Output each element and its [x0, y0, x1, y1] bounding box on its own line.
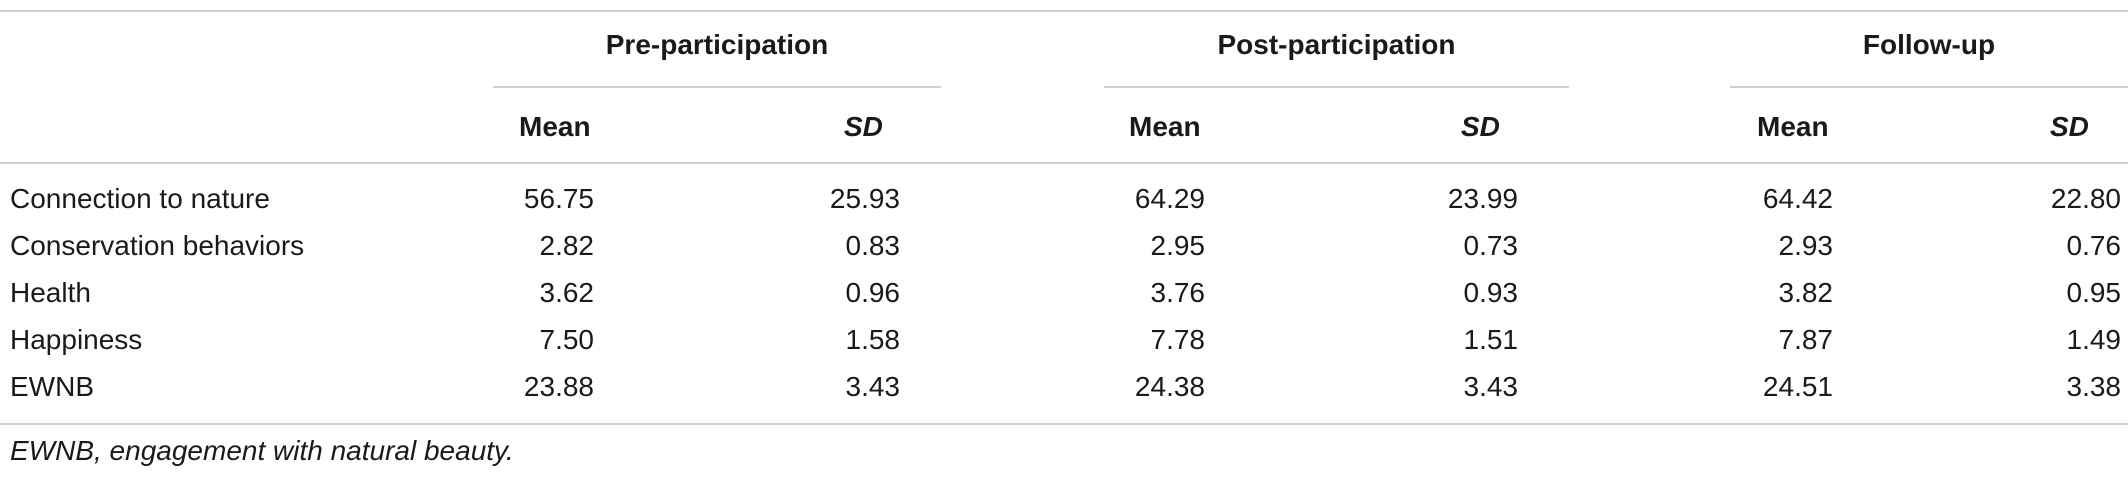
cell-post-sd: 0.73 — [1463, 230, 1519, 261]
cell-pre-sd: 25.93 — [829, 183, 900, 214]
subheader-mean-pre: Mean — [519, 111, 591, 142]
cell-followup-sd: 22.80 — [2050, 183, 2121, 214]
cell-post-sd: 3.43 — [1463, 371, 1519, 402]
cell-post-mean: 64.29 — [1134, 183, 1205, 214]
table-bottom-rule — [0, 423, 2128, 425]
row-label: Health — [10, 277, 91, 308]
cell-pre-mean: 56.75 — [523, 183, 594, 214]
row-label: Conservation behaviors — [10, 230, 305, 261]
cell-pre-mean: 2.82 — [539, 230, 595, 261]
cell-pre-mean: 23.88 — [523, 371, 594, 402]
table-footnote: EWNB, engagement with natural beauty. — [10, 435, 514, 466]
cell-post-mean: 2.95 — [1150, 230, 1206, 261]
row-label: Connection to nature — [10, 183, 270, 214]
subheader-mean-post: Mean — [1129, 111, 1201, 142]
group-header-pre: Pre-participation — [605, 29, 829, 60]
group-underline-pre — [493, 86, 941, 88]
cell-followup-sd: 3.38 — [2066, 371, 2122, 402]
row-label: Happiness — [10, 324, 143, 355]
cell-post-sd: 23.99 — [1447, 183, 1518, 214]
subheader-sd-pre: SD — [844, 111, 883, 142]
cell-post-mean: 7.78 — [1150, 324, 1206, 355]
group-header-post: Post-participation — [1217, 29, 1456, 60]
row-label: EWNB — [10, 371, 94, 402]
cell-followup-sd: 0.95 — [2066, 277, 2122, 308]
cell-pre-mean: 3.62 — [539, 277, 595, 308]
cell-pre-sd: 0.96 — [845, 277, 901, 308]
cell-followup-mean: 2.93 — [1778, 230, 1834, 261]
group-underline-post — [1104, 86, 1569, 88]
group-underline-followup — [1730, 86, 2128, 88]
cell-pre-sd: 3.43 — [845, 371, 901, 402]
subheader-sd-followup: SD — [2050, 111, 2089, 142]
cell-post-mean: 24.38 — [1134, 371, 1205, 402]
cell-followup-mean: 64.42 — [1762, 183, 1833, 214]
cell-followup-mean: 7.87 — [1778, 324, 1834, 355]
cell-post-mean: 3.76 — [1150, 277, 1206, 308]
cell-followup-sd: 1.49 — [2066, 324, 2122, 355]
cell-followup-mean: 3.82 — [1778, 277, 1834, 308]
cell-post-sd: 0.93 — [1463, 277, 1519, 308]
cell-pre-mean: 7.50 — [539, 324, 595, 355]
cell-pre-sd: 0.83 — [845, 230, 901, 261]
table-top-rule — [0, 10, 2128, 12]
cell-followup-sd: 0.76 — [2066, 230, 2122, 261]
cell-pre-sd: 1.58 — [845, 324, 901, 355]
group-header-followup: Follow-up — [1862, 29, 1996, 60]
subheader-sd-post: SD — [1461, 111, 1500, 142]
cell-post-sd: 1.51 — [1463, 324, 1519, 355]
header-bottom-rule — [0, 162, 2128, 164]
cell-followup-mean: 24.51 — [1762, 371, 1833, 402]
subheader-mean-followup: Mean — [1757, 111, 1829, 142]
